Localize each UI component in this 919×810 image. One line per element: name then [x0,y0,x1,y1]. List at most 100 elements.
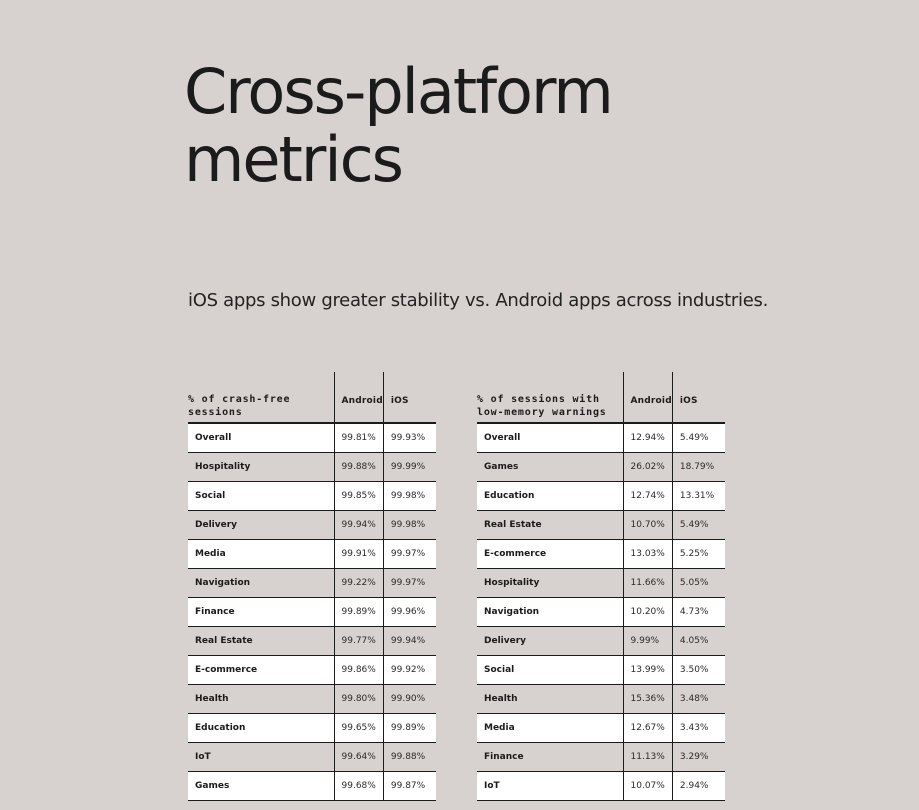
android-value: 13.03% [622,539,673,569]
ios-value: 3.43% [671,713,726,743]
ios-value: 4.73% [671,597,726,627]
ios-value: 99.97% [382,568,437,598]
ios-value: 99.96% [382,597,437,627]
table-row: Education 99.65% 99.89% [188,713,437,743]
row-category: Finance [188,597,334,627]
android-value: 12.94% [622,423,673,453]
table-row: Social 13.99% 3.50% [477,655,726,685]
android-value: 15.36% [622,684,673,714]
table-header-ios: iOS [382,372,437,424]
row-category: Finance [477,742,623,772]
table-row: Social 99.85% 99.98% [188,481,437,511]
android-value: 99.85% [333,481,384,511]
android-value: 99.89% [333,597,384,627]
android-value: 10.70% [622,510,673,540]
row-category: Delivery [477,626,623,656]
row-category: Media [477,713,623,743]
crash-free-sessions-table: % of crash-free sessions Android iOS Ove… [188,372,437,801]
row-category: Education [477,481,623,511]
row-category: Real Estate [477,510,623,540]
row-category: E-commerce [188,655,334,685]
ios-value: 4.05% [671,626,726,656]
android-value: 26.02% [622,452,673,482]
android-value: 99.64% [333,742,384,772]
table-row: Media 99.91% 99.97% [188,539,437,569]
ios-value: 99.98% [382,481,437,511]
row-category: Overall [188,423,334,453]
row-category: Real Estate [188,626,334,656]
row-category: Hospitality [477,568,623,598]
android-value: 99.68% [333,771,384,801]
row-category: Education [188,713,334,743]
android-value: 99.86% [333,655,384,685]
row-category: IoT [188,742,334,772]
table-header-android: Android [622,372,673,424]
ios-value: 99.98% [382,510,437,540]
row-category: Health [188,684,334,714]
page-title-line-2: metrics [184,123,404,196]
table-row: Delivery 99.94% 99.98% [188,510,437,540]
ios-value: 99.97% [382,539,437,569]
row-category: IoT [477,771,623,801]
android-value: 10.20% [622,597,673,627]
table-row: Real Estate 10.70% 5.49% [477,510,726,540]
row-category: Delivery [188,510,334,540]
ios-value: 99.93% [382,423,437,453]
row-category: Health [477,684,623,714]
page-title-line-1: Cross-platform [184,55,614,128]
table-row: Health 15.36% 3.48% [477,684,726,714]
ios-value: 13.31% [671,481,726,511]
table-row: Navigation 99.22% 99.97% [188,568,437,598]
android-value: 12.74% [622,481,673,511]
row-category: E-commerce [477,539,623,569]
android-value: 99.91% [333,539,384,569]
row-category: Social [188,481,334,511]
android-value: 9.99% [622,626,673,656]
ios-value: 5.25% [671,539,726,569]
android-value: 10.07% [622,771,673,801]
ios-value: 99.94% [382,626,437,656]
ios-value: 5.49% [671,510,726,540]
table-row: Games 26.02% 18.79% [477,452,726,482]
ios-value: 99.92% [382,655,437,685]
table-row: Finance 11.13% 3.29% [477,742,726,772]
table-row: Hospitality 11.66% 5.05% [477,568,726,598]
table-header-category: % of sessions with low-memory warnings [477,372,623,424]
row-category: Navigation [188,568,334,598]
ios-value: 3.29% [671,742,726,772]
table-row: Real Estate 99.77% 99.94% [188,626,437,656]
android-value: 99.77% [333,626,384,656]
ios-value: 99.87% [382,771,437,801]
android-value: 99.80% [333,684,384,714]
table-row: Overall 99.81% 99.93% [188,423,437,453]
ios-value: 99.89% [382,713,437,743]
table-row: IoT 99.64% 99.88% [188,742,437,772]
table-header-row: % of sessions with low-memory warnings A… [477,372,726,424]
table-row: IoT 10.07% 2.94% [477,771,726,801]
android-value: 11.66% [622,568,673,598]
row-category: Hospitality [188,452,334,482]
ios-value: 5.49% [671,423,726,453]
page-subtitle: iOS apps show greater stability vs. Andr… [188,290,769,311]
table-row: E-commerce 13.03% 5.25% [477,539,726,569]
table-header-category: % of crash-free sessions [188,372,334,424]
table-row: Media 12.67% 3.43% [477,713,726,743]
ios-value: 99.88% [382,742,437,772]
row-category: Navigation [477,597,623,627]
table-row: Navigation 10.20% 4.73% [477,597,726,627]
row-category: Games [188,771,334,801]
row-category: Overall [477,423,623,453]
table-row: E-commerce 99.86% 99.92% [188,655,437,685]
ios-value: 3.50% [671,655,726,685]
ios-value: 3.48% [671,684,726,714]
table-header-android: Android [333,372,384,424]
android-value: 99.88% [333,452,384,482]
table-row: Delivery 9.99% 4.05% [477,626,726,656]
table-header-row: % of crash-free sessions Android iOS [188,372,437,424]
table-row: Hospitality 99.88% 99.99% [188,452,437,482]
row-category: Games [477,452,623,482]
table-row: Games 99.68% 99.87% [188,771,437,801]
android-value: 11.13% [622,742,673,772]
row-category: Social [477,655,623,685]
